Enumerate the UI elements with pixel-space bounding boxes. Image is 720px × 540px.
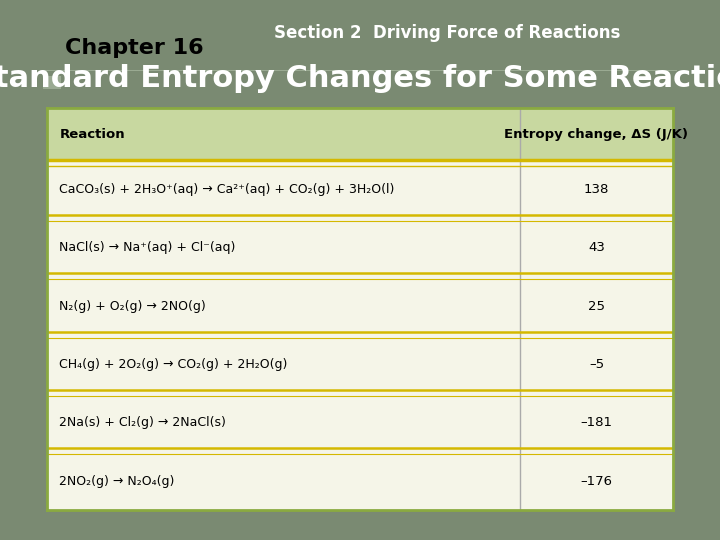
Text: CaCO₃(s) + 2H₃O⁺(aq) → Ca²⁺(aq) + CO₂(g) + 3H₂O(l): CaCO₃(s) + 2H₃O⁺(aq) → Ca²⁺(aq) + CO₂(g)… (59, 183, 395, 196)
Text: 25: 25 (588, 300, 605, 313)
Text: Chapter 16: Chapter 16 (65, 38, 204, 58)
Text: Standard Entropy Changes for Some Reactions: Standard Entropy Changes for Some Reacti… (0, 64, 720, 93)
Text: 138: 138 (584, 183, 609, 196)
Bar (47, 108, 673, 160)
Text: 43: 43 (588, 241, 605, 254)
Text: –176: –176 (580, 475, 613, 488)
Text: CH₄(g) + 2O₂(g) → CO₂(g) + 2H₂O(g): CH₄(g) + 2O₂(g) → CO₂(g) + 2H₂O(g) (59, 358, 288, 371)
Text: NaCl(s) → Na⁺(aq) + Cl⁻(aq): NaCl(s) → Na⁺(aq) + Cl⁻(aq) (59, 241, 235, 254)
Text: N₂(g) + O₂(g) → 2NO(g): N₂(g) + O₂(g) → 2NO(g) (59, 300, 206, 313)
Text: Entropy change, ΔS (J/K): Entropy change, ΔS (J/K) (505, 127, 688, 140)
Text: 2NO₂(g) → N₂O₄(g): 2NO₂(g) → N₂O₄(g) (59, 475, 175, 488)
Text: Section 2  Driving Force of Reactions: Section 2 Driving Force of Reactions (274, 24, 620, 42)
Text: –5: –5 (589, 358, 604, 371)
Text: 2Na(s) + Cl₂(g) → 2NaCl(s): 2Na(s) + Cl₂(g) → 2NaCl(s) (59, 416, 226, 429)
Text: –181: –181 (580, 416, 613, 429)
Text: Reaction: Reaction (59, 127, 125, 140)
